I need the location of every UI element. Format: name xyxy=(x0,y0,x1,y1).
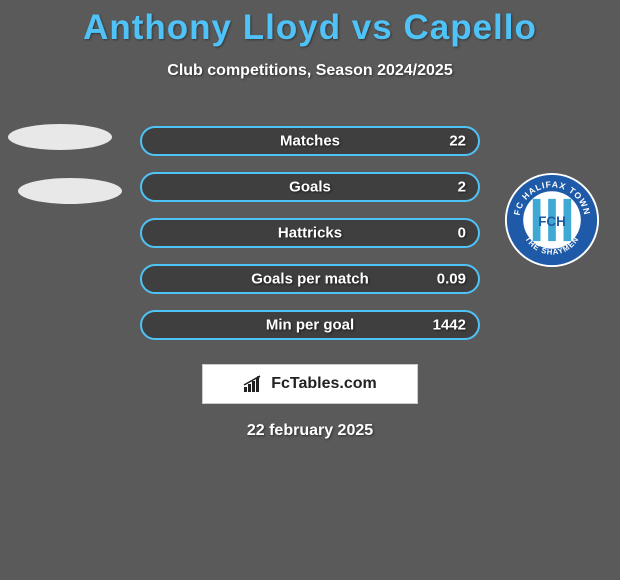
stat-label: Goals xyxy=(289,179,331,196)
badge-letters: FCH xyxy=(538,214,566,229)
stat-label: Goals per match xyxy=(251,271,369,288)
date-label: 22 february 2025 xyxy=(0,422,620,440)
bar-chart-icon xyxy=(243,375,265,393)
page-title: Anthony Lloyd vs Capello xyxy=(0,0,620,48)
player-placeholder-2 xyxy=(18,178,122,204)
stat-row-goals: Goals 2 xyxy=(140,172,480,202)
player-placeholder-1 xyxy=(8,124,112,150)
stat-value: 1442 xyxy=(433,317,466,334)
stat-row-goals-per-match: Goals per match 0.09 xyxy=(140,264,480,294)
stat-value: 2 xyxy=(458,179,466,196)
club-badge-halifax: FC HALIFAX TOWN THE SHAYMEN FCH xyxy=(504,172,600,268)
stat-label: Hattricks xyxy=(278,225,342,242)
fctables-watermark[interactable]: FcTables.com xyxy=(202,364,418,404)
stat-label: Matches xyxy=(280,133,340,150)
stat-value: 0 xyxy=(458,225,466,242)
stat-row-matches: Matches 22 xyxy=(140,126,480,156)
stat-label: Min per goal xyxy=(266,317,354,334)
stat-row-hattricks: Hattricks 0 xyxy=(140,218,480,248)
stat-value: 0.09 xyxy=(437,271,466,288)
stat-row-min-per-goal: Min per goal 1442 xyxy=(140,310,480,340)
stat-value: 22 xyxy=(449,133,466,150)
fctables-label: FcTables.com xyxy=(271,375,377,393)
subtitle: Club competitions, Season 2024/2025 xyxy=(0,62,620,80)
